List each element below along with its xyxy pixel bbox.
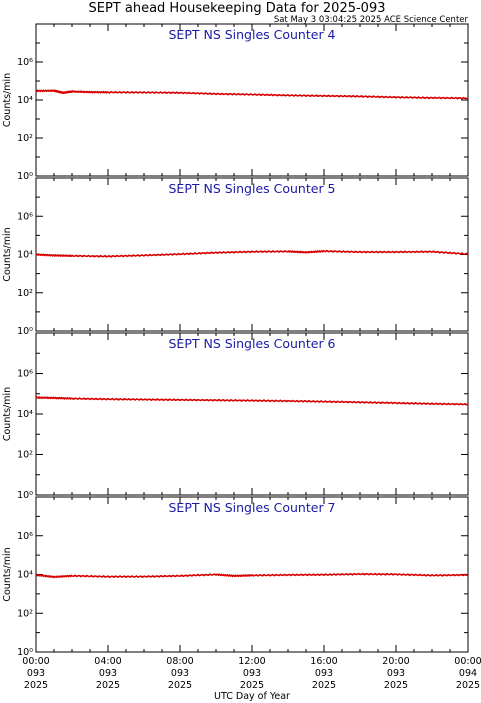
x-tick-labels: 00:00093202504:00093202508:00093202512:0…	[22, 656, 481, 691]
x-tick-label: 08:00	[166, 656, 193, 667]
y-tick-label: 10⁶	[17, 57, 33, 68]
x-tick-label: 093	[387, 668, 405, 679]
y-tick-label: 10⁴	[17, 95, 33, 106]
y-tick-label: 10⁶	[17, 531, 33, 542]
panel-frame	[35, 23, 469, 177]
y-tick-label: 10²	[17, 450, 33, 461]
y-tick-label: 10²	[17, 608, 33, 619]
y-tick-label: 10⁰	[17, 490, 33, 501]
x-tick-label: 094	[459, 668, 477, 679]
x-tick-label: 093	[27, 668, 45, 679]
x-tick-label: 093	[315, 668, 333, 679]
y-axis-label: Counts/min	[2, 73, 13, 127]
series-line	[35, 249, 469, 258]
y-axis-label: Counts/min	[2, 387, 13, 441]
x-tick-label: 00:00	[22, 656, 49, 667]
y-tick-label: 10⁰	[17, 647, 33, 658]
y-tick-label: 10⁴	[17, 570, 33, 581]
y-axis-label: Counts/min	[2, 227, 13, 281]
x-tick-label: 20:00	[382, 656, 409, 667]
panel-title: SEPT NS Singles Counter 4	[168, 27, 335, 42]
y-tick-label: 10²	[17, 133, 33, 144]
y-tick-label: 10⁰	[17, 171, 33, 182]
x-tick-label: 2025	[384, 680, 408, 691]
panel-2: 10⁰ 10² 10⁴ 10⁶ SEPT NS Singles Counter 5 Cou…	[2, 177, 469, 337]
y-tick-label: 10⁶	[17, 211, 33, 222]
y-tick-label: 10⁶	[17, 369, 33, 380]
figure-subtitle: Sat May 3 03:04:25 2025 ACE Science Cent…	[274, 15, 469, 25]
x-tick-label: 12:00	[238, 656, 265, 667]
x-tick-label: 2025	[168, 680, 192, 691]
x-axis-label: UTC Day of Year	[214, 691, 290, 702]
x-tick-label: 2025	[96, 680, 120, 691]
panel-4: 10⁰ 10² 10⁴ 10⁶ SEPT NS Singles Counter 7 Cou…	[2, 496, 469, 658]
x-tick-label: 2025	[240, 680, 264, 691]
panel-frame	[35, 332, 469, 496]
y-tick-label: 10⁴	[17, 409, 33, 420]
y-tick-label: 10⁴	[17, 250, 33, 261]
y-tick-label: 10⁰	[17, 326, 33, 337]
series-line	[35, 572, 469, 579]
y-tick-label: 10²	[17, 288, 33, 299]
panel-1: 10⁰ 10² 10⁴ 10⁶ SEPT NS Singles Counter 4 Cou…	[2, 23, 469, 182]
y-axis-label: Counts/min	[2, 547, 13, 601]
panel-3: 10⁰ 10² 10⁴ 10⁶ SEPT NS Singles Counter 6 Cou…	[2, 332, 469, 501]
panel-title: SEPT NS Singles Counter 7	[168, 500, 335, 515]
x-tick-label: 093	[243, 668, 261, 679]
series-line	[35, 396, 469, 406]
x-tick-label: 093	[99, 668, 117, 679]
x-tick-label: 2025	[456, 680, 480, 691]
x-tick-label: 16:00	[310, 656, 337, 667]
panel-title: SEPT NS Singles Counter 5	[168, 181, 335, 196]
x-tick-label: 00:00	[454, 656, 481, 667]
x-tick-label: 04:00	[94, 656, 121, 667]
x-tick-label: 2025	[312, 680, 336, 691]
panel-frame	[35, 177, 469, 332]
x-tick-label: 2025	[24, 680, 48, 691]
series-line	[35, 89, 469, 100]
chart-panels: 10⁰ 10² 10⁴ 10⁶ SEPT NS Singles Counter 4 Cou…	[2, 23, 469, 658]
panel-title: SEPT NS Singles Counter 6	[168, 336, 335, 351]
x-tick-label: 093	[171, 668, 189, 679]
figure-title: SEPT ahead Housekeeping Data for 2025-09…	[89, 1, 386, 16]
